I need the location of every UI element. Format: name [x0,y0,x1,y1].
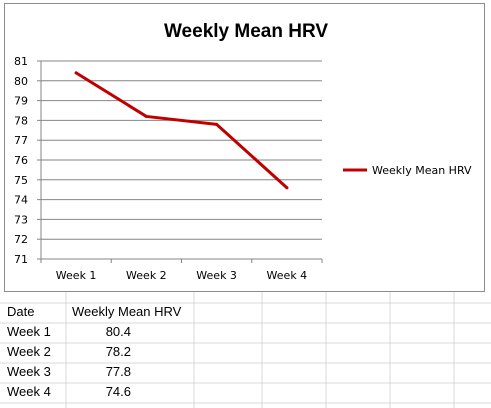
y-tick-label: 80 [14,75,28,88]
x-tick-label: Week 4 [267,269,308,282]
table-cell-value[interactable]: 78.2 [105,344,131,359]
table-cell-date[interactable]: Week 2 [7,344,51,359]
y-tick-label: 78 [14,114,28,127]
table-cell-value[interactable]: 77.8 [105,364,131,379]
chart-title: Weekly Mean HRV [164,21,328,42]
y-tick-label: 75 [14,174,28,187]
table-cell-date[interactable]: Week 3 [7,364,51,379]
x-tick-label: Week 1 [56,269,97,282]
data-point[interactable] [285,186,289,190]
y-tick-label: 72 [14,233,28,246]
x-tick-label: Week 2 [126,269,167,282]
y-tick-label: 73 [14,213,28,226]
y-tick-label: 74 [14,194,28,207]
data-point[interactable] [215,122,219,126]
table-cell-date[interactable]: Week 4 [7,384,51,399]
line-chart: Weekly Mean HRV 71 72 73 74 75 76 77 78 79 80 81 We… [14,21,472,282]
table-header-value[interactable]: Weekly Mean HRV [72,304,182,319]
y-tick-label: 77 [14,134,28,147]
legend-label: Weekly Mean HRV [372,164,472,177]
legend: Weekly Mean HRV [343,164,472,177]
x-tick-label: Week 3 [196,269,237,282]
data-point[interactable] [74,71,78,75]
y-tick-label: 76 [14,154,28,167]
y-tick-label: 71 [14,253,28,266]
y-tick-label: 79 [14,95,28,108]
table-cell-date[interactable]: Week 1 [7,324,51,339]
chart-object[interactable]: Weekly Mean HRV 71 72 73 74 75 76 77 78 79 80 81 We… [4,3,485,292]
table-header-date[interactable]: Date [7,304,35,319]
table-cell-value[interactable]: 80.4 [105,324,131,339]
data-point[interactable] [144,114,148,118]
table-cell-value[interactable]: 74.6 [105,384,131,399]
series-line[interactable] [74,71,289,190]
y-tick-label: 81 [14,55,28,68]
plot-area: 71 72 73 74 75 76 77 78 79 80 81 Week 1 Week 2 Week 3… [14,55,323,282]
